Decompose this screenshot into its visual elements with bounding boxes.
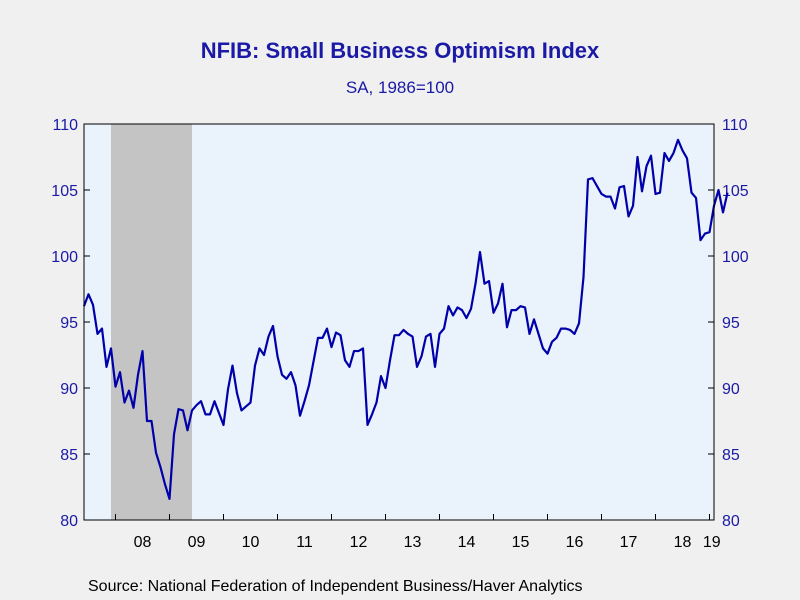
y-tick-label-left: 80 <box>60 513 78 530</box>
y-tick-label-right: 90 <box>722 381 740 398</box>
x-tick-label: 08 <box>134 534 152 551</box>
x-tick-label: 15 <box>512 534 530 551</box>
chart-title: NFIB: Small Business Optimism Index <box>200 38 600 63</box>
x-tick-label: 16 <box>566 534 584 551</box>
y-tick-label-left: 110 <box>52 117 78 134</box>
y-tick-label-right: 80 <box>722 513 740 530</box>
x-tick-label: 11 <box>296 534 313 551</box>
y-tick-label-right: 110 <box>722 117 748 134</box>
y-tick-label-right: 105 <box>722 183 749 200</box>
y-tick-label-right: 95 <box>722 315 740 332</box>
x-tick-label: 17 <box>620 534 638 551</box>
recession-shading <box>111 124 192 520</box>
x-tick-label: 19 <box>703 534 721 551</box>
x-tick-label: 09 <box>188 534 206 551</box>
y-tick-label-left: 105 <box>51 183 78 200</box>
x-tick-label: 12 <box>350 534 368 551</box>
source-note: Source: National Federation of Independe… <box>88 578 583 595</box>
y-tick-label-left: 85 <box>60 447 78 464</box>
y-tick-label-right: 100 <box>722 249 749 266</box>
x-tick-label: 10 <box>242 534 260 551</box>
y-tick-label-left: 90 <box>60 381 78 398</box>
x-tick-label: 14 <box>458 534 476 551</box>
x-tick-label: 13 <box>404 534 422 551</box>
plot-frame <box>83 123 715 521</box>
chart-subtitle: SA, 1986=100 <box>345 78 455 97</box>
x-tick-label: 18 <box>674 534 692 551</box>
y-tick-label-right: 85 <box>722 447 740 464</box>
y-tick-label-left: 100 <box>51 249 78 266</box>
series-line <box>82 138 729 500</box>
y-tick-label-left: 95 <box>60 315 78 332</box>
